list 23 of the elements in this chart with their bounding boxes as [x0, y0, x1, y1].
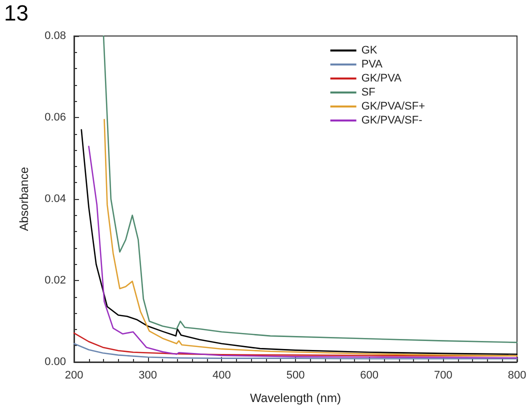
- legend-label: SF: [361, 86, 376, 98]
- x-axis-title: Wavelength (nm): [250, 391, 341, 405]
- legend-label: GK/PVA/SF+: [361, 100, 426, 112]
- x-tick-label: 200: [64, 370, 84, 382]
- legend-label: GK/PVA: [361, 72, 402, 84]
- x-tick-label: 400: [212, 370, 231, 382]
- legend-label: PVA: [361, 58, 384, 70]
- y-axis-title: Absorbance: [17, 166, 31, 232]
- x-tick-label: 500: [286, 370, 305, 382]
- y-tick-label: 0.08: [44, 30, 66, 42]
- legend-label: GK/PVA/SF-: [361, 114, 423, 126]
- y-tick-label: 0.04: [44, 193, 66, 205]
- x-tick-label: 300: [138, 370, 158, 382]
- x-tick-label: 800: [508, 370, 526, 382]
- y-tick-label: 0.02: [44, 274, 66, 286]
- y-tick-label: 0.06: [44, 112, 66, 124]
- text: 13: [4, 0, 28, 26]
- y-tick-label: 0.00: [44, 356, 66, 368]
- x-tick-label: 600: [360, 370, 379, 382]
- x-tick-label: 700: [434, 370, 452, 382]
- legend-label: GK: [361, 44, 378, 56]
- line-series: [73, 343, 518, 360]
- line-series: [102, 35, 518, 344]
